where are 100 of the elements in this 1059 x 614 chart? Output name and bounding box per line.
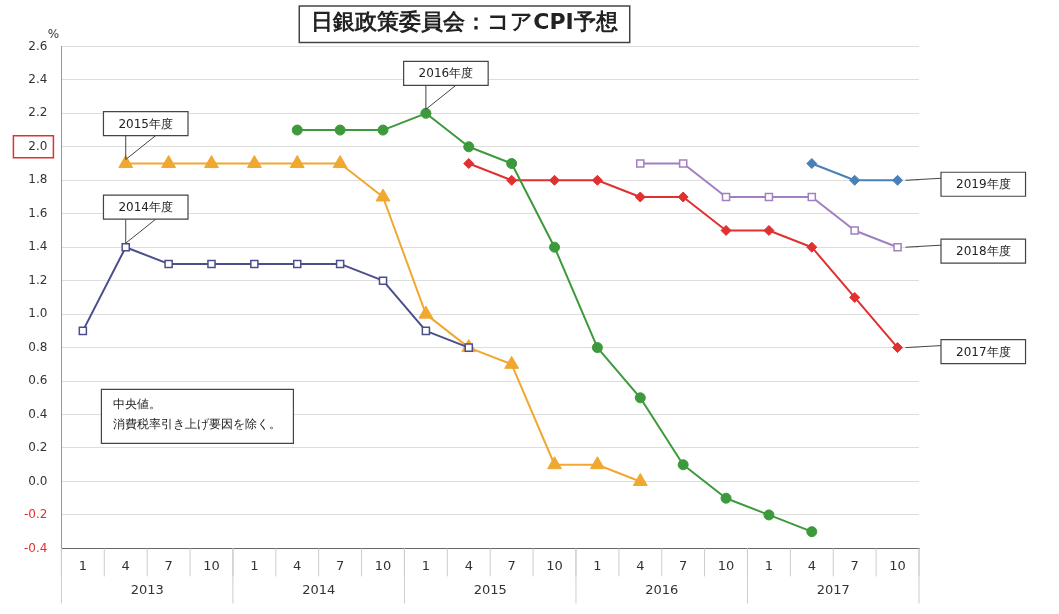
point	[291, 124, 303, 136]
point	[549, 174, 561, 186]
point	[334, 124, 346, 136]
x-tick-label: 4	[807, 557, 816, 573]
text: 2015	[473, 581, 507, 597]
point	[806, 241, 818, 253]
point	[720, 224, 732, 236]
x-tick-label: 7	[679, 557, 688, 573]
point	[589, 456, 605, 470]
point	[806, 158, 818, 170]
point	[850, 226, 859, 235]
text: 2016年度	[418, 66, 474, 81]
text: 2014	[302, 581, 336, 597]
point	[418, 305, 434, 319]
y-tick-label: 0.4	[28, 406, 48, 421]
x-tick-label: 10	[203, 557, 220, 573]
point	[634, 392, 646, 404]
y-tick-label: 1.6	[28, 205, 48, 220]
text: 2013	[130, 581, 164, 597]
text: 2018年度	[956, 244, 1011, 259]
point	[204, 155, 219, 169]
point	[634, 191, 646, 203]
point	[763, 224, 775, 236]
point	[121, 242, 131, 252]
y-tick-label: 2.0	[28, 138, 48, 153]
y-tick-label: 2.4	[28, 71, 48, 86]
x-tick-label: 7	[164, 557, 173, 573]
point	[506, 158, 518, 170]
x-tick-label: 7	[507, 557, 516, 573]
point	[549, 241, 561, 253]
point	[332, 155, 348, 169]
x-tick-label: 1	[250, 557, 259, 573]
y-tick-label: -0.4	[23, 540, 48, 555]
point	[849, 291, 861, 303]
text: 2017年度	[956, 344, 1011, 359]
point	[161, 155, 177, 169]
point	[463, 158, 475, 170]
y-tick-label: 0.2	[28, 440, 48, 455]
point	[292, 259, 302, 269]
chart-title: 日銀政策委員会：コアCPI予想	[311, 8, 618, 34]
x-tick-label: 7	[850, 557, 859, 573]
point	[807, 192, 817, 202]
text: 2019年度	[956, 177, 1011, 192]
point	[591, 174, 603, 186]
y-tick-label: 1.2	[28, 272, 48, 287]
x-tick-label: 1	[764, 557, 774, 573]
point	[375, 188, 391, 202]
y-tick-label: 0.8	[28, 339, 48, 354]
y-axis-title: %	[47, 26, 60, 41]
text: 2014年度	[118, 200, 174, 215]
point	[207, 259, 216, 269]
point	[892, 342, 904, 354]
y-tick-label: 1.8	[28, 172, 48, 187]
annotation: 中央値。	[113, 396, 162, 411]
point	[289, 155, 305, 169]
y-tick-label: -0.2	[23, 507, 48, 522]
point	[420, 107, 432, 119]
point	[763, 509, 775, 521]
y-tick-label: 1.4	[28, 239, 48, 254]
y-tick-label: 0.0	[28, 473, 48, 488]
x-tick-label: 1	[421, 557, 431, 573]
point	[164, 259, 173, 269]
point	[892, 174, 904, 186]
point	[378, 276, 388, 285]
annotation: 消費税率引き上げ要因を除く。	[113, 416, 282, 431]
x-tick-label: 4	[636, 557, 645, 573]
point	[806, 526, 818, 538]
point	[463, 141, 475, 153]
y-tick-label: 1.0	[28, 306, 48, 321]
point	[636, 159, 645, 168]
text: 2016	[645, 581, 679, 597]
point	[118, 155, 134, 169]
point	[721, 192, 731, 202]
point	[78, 326, 88, 336]
x-tick-label: 1	[78, 557, 87, 573]
y-tick-label: 2.6	[28, 38, 48, 53]
point	[547, 456, 562, 470]
point	[677, 459, 689, 471]
point	[764, 192, 774, 202]
point	[591, 342, 603, 354]
x-tick-label: 10	[889, 557, 906, 573]
x-tick-label: 10	[717, 557, 735, 573]
point	[250, 259, 259, 269]
x-tick-label: 4	[121, 557, 130, 573]
text: 2015年度	[118, 116, 174, 131]
y-tick-label: 2.2	[28, 105, 48, 120]
point	[246, 155, 262, 169]
x-tick-label: 10	[374, 557, 392, 573]
point	[377, 124, 389, 136]
x-tick-label: 10	[546, 557, 563, 573]
point	[421, 326, 431, 336]
text: 2017	[816, 581, 850, 597]
point	[849, 174, 861, 186]
y-tick-label: 0.6	[28, 373, 48, 388]
point	[678, 159, 688, 168]
point	[893, 242, 902, 252]
x-tick-label: 7	[335, 557, 345, 573]
point	[335, 259, 345, 269]
point	[506, 174, 518, 186]
x-tick-label: 4	[464, 557, 473, 573]
